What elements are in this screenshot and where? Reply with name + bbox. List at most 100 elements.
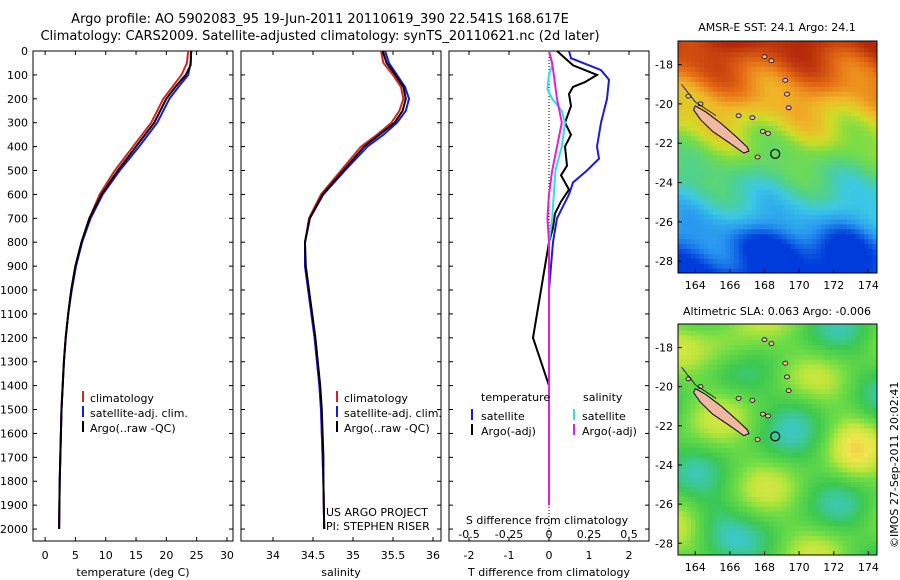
map-cell [803, 145, 809, 151]
map-cell [820, 354, 826, 360]
map-cell [699, 349, 705, 355]
map-cell [682, 413, 688, 419]
map-cell [868, 369, 874, 375]
map-cell [838, 56, 843, 63]
map-cell [734, 184, 740, 190]
map-cell [807, 491, 813, 497]
map-cell [868, 189, 874, 195]
map-cell [820, 209, 826, 215]
map-cell [829, 540, 835, 546]
map-cell [794, 268, 800, 273]
map-cell [812, 432, 817, 439]
map-cell [829, 51, 835, 58]
map-cell [695, 263, 701, 269]
map-cell [742, 66, 748, 73]
map-cell [846, 238, 852, 245]
map-cell [704, 550, 709, 555]
map-cell [712, 150, 718, 156]
map-cell [721, 66, 727, 73]
map-cell [747, 130, 753, 136]
legend-title: salinity [583, 391, 623, 404]
map-cell [712, 101, 718, 107]
map-cell [794, 61, 800, 68]
map-cell [699, 452, 705, 458]
map-cell [691, 51, 696, 58]
map-cell [803, 427, 809, 434]
map-cell [695, 373, 701, 380]
map-cell [816, 174, 822, 181]
map-cell [846, 369, 852, 375]
map-cell [829, 184, 835, 190]
map-cell [807, 442, 813, 448]
map-cell [838, 432, 843, 439]
map-cell [751, 101, 757, 107]
map-cell [725, 91, 731, 97]
map-cell [799, 427, 804, 434]
map-cell [751, 218, 757, 225]
map-cell [682, 145, 688, 151]
map-cell [781, 86, 787, 92]
x-axis-label: T difference from climatology [467, 566, 630, 579]
map-cell [816, 194, 822, 200]
map-cell [872, 228, 877, 235]
map-cell [708, 150, 714, 156]
map-cell [682, 110, 688, 117]
map-cell [851, 164, 856, 171]
map-cell [812, 403, 817, 409]
map-cell [833, 413, 839, 419]
map-cell [738, 491, 744, 497]
map-cell [816, 540, 822, 546]
map-cell [812, 140, 817, 146]
map-cell [812, 369, 817, 375]
map-cell [820, 334, 826, 341]
map-cell [864, 42, 869, 48]
temperature-panel: 0100200300400500600700800900100011001200… [0, 45, 234, 579]
map-cell [807, 339, 813, 346]
map-cell [786, 515, 792, 522]
map-cell [816, 164, 822, 171]
map-cell [716, 189, 722, 195]
map-cell [734, 41, 740, 43]
map-cell [851, 51, 856, 58]
map-cell [691, 437, 696, 443]
map-cell [760, 476, 766, 483]
map-cell [712, 344, 718, 351]
map-cell [773, 194, 779, 200]
map-cell [851, 56, 856, 63]
map-cell [755, 545, 761, 551]
map-cell [760, 189, 766, 195]
map-cell [868, 51, 874, 58]
map-cell [764, 233, 770, 240]
map-cell [812, 354, 817, 360]
map-cell [764, 403, 770, 409]
map-cell [695, 334, 701, 341]
map-cell [799, 184, 804, 190]
map-cell [790, 199, 796, 205]
map-cell [851, 46, 856, 53]
map-cell [777, 66, 783, 73]
map-cell [807, 174, 813, 181]
map-cell [738, 383, 744, 390]
map-cell [851, 520, 856, 527]
map-cell [704, 408, 709, 414]
map-cell [790, 258, 796, 264]
map-cell [704, 373, 709, 380]
map-cell [760, 86, 766, 92]
map-cell [868, 76, 874, 82]
map-cell [734, 334, 740, 341]
map-cell [838, 150, 843, 156]
map-cell [738, 233, 744, 240]
map-cell [781, 179, 787, 186]
map-cell [803, 194, 809, 200]
map-cell [812, 525, 817, 532]
map-cell [699, 471, 705, 478]
map-cell [781, 422, 787, 429]
map-cell [855, 135, 861, 141]
map-cell [704, 150, 709, 156]
map-cell [712, 466, 718, 473]
map-cell [872, 189, 877, 195]
map-cell [686, 378, 692, 385]
map-cell [691, 159, 696, 166]
map-cell [747, 545, 753, 551]
map-cell [742, 159, 748, 166]
